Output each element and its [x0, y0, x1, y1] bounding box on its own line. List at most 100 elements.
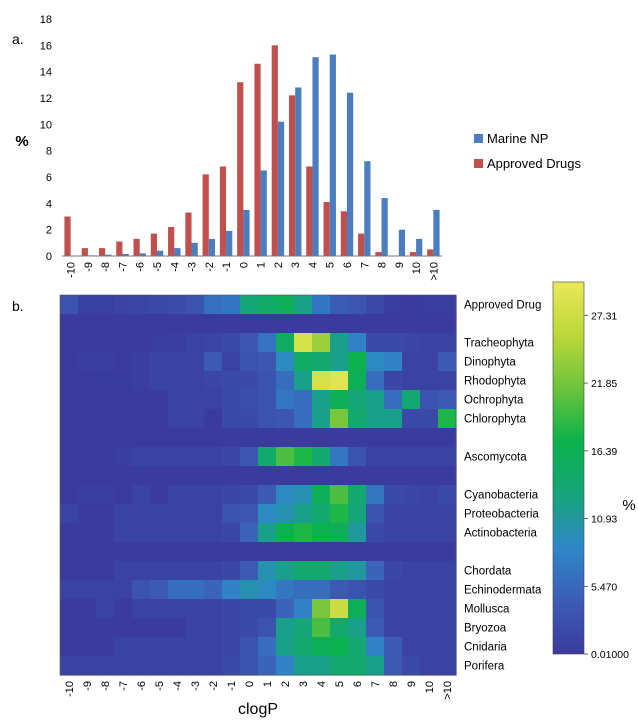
heatmap-cell [420, 295, 439, 315]
heatmap-cell [312, 352, 331, 372]
heatmap-cell [96, 523, 115, 543]
colorbar-label: % [622, 497, 635, 514]
heatmap-cell [60, 504, 79, 524]
heatmap-x-tick-label: -6 [136, 681, 148, 691]
heatmap-cell [348, 542, 367, 562]
heatmap-x-tick-label: 1 [262, 681, 274, 687]
bar-approved-drugs-m1 [219, 166, 227, 256]
heatmap-cell [402, 561, 421, 581]
heatmap-cell [348, 428, 367, 448]
bar-approved-drugs-5 [323, 202, 330, 256]
heatmap-cell [294, 599, 313, 619]
heatmap-cell [222, 466, 241, 486]
heatmap-cell [78, 390, 97, 410]
heatmap-cell [276, 599, 295, 619]
heatmap-cell [330, 371, 349, 391]
bar-y-ticks: 0 2 4 6 8 10 12 14 16 18 [40, 14, 52, 263]
bar-approved-drugs-4 [306, 166, 313, 256]
heatmap-cell [96, 466, 115, 486]
bar-x-tick-label: 8 [377, 262, 389, 268]
heatmap-cell [168, 333, 187, 353]
heatmap-cell [222, 637, 241, 657]
heatmap-cell [258, 580, 277, 600]
bar-x-tick-label: 3 [290, 262, 302, 268]
heatmap-cell [132, 409, 151, 429]
heatmap-frame [59, 294, 457, 676]
bar-y-tick-label: 14 [40, 67, 52, 79]
heatmap-cell [402, 314, 421, 334]
colorbar-tick-label: 27.31 [591, 310, 617, 322]
heatmap-cell [114, 333, 133, 353]
heatmap-cell [186, 466, 205, 486]
heatmap-cell [384, 390, 403, 410]
heatmap-cell [294, 352, 313, 372]
heatmap-cell [294, 390, 313, 410]
heatmap-cell [114, 523, 133, 543]
heatmap-cell [150, 371, 169, 391]
heatmap-cell [276, 390, 295, 410]
heatmap-cell [150, 428, 169, 448]
colorbar-tick-label: 21.85 [591, 378, 617, 390]
heatmap-cell [78, 447, 97, 467]
bar-approved-drugs-m3 [185, 212, 192, 256]
heatmap-cell [402, 504, 421, 524]
heatmap-cell [222, 580, 241, 600]
heatmap-x-tick-label: -7 [118, 681, 130, 691]
heatmap-cell [132, 428, 151, 448]
heatmap-cell [294, 314, 313, 334]
heatmap-cell [222, 523, 241, 543]
heatmap-cell [384, 561, 403, 581]
bar-marine-np-m3 [191, 242, 198, 256]
bar-marine-np-m8 [105, 254, 112, 256]
heatmap-cell [294, 333, 313, 353]
heatmap-cell [78, 409, 97, 429]
heatmap-cell [150, 314, 169, 334]
heatmap-cell [258, 333, 277, 353]
bar-marine-np-9 [398, 229, 406, 256]
heatmap-cell [60, 390, 79, 410]
heatmap-row-label-bryozoa: Bryozoa [464, 623, 507, 635]
heatmap-cell [78, 295, 97, 315]
heatmap-cell [312, 618, 331, 638]
heatmap-cell [294, 542, 313, 562]
heatmap-cell [186, 428, 205, 448]
heatmap-cell [276, 371, 295, 391]
heatmap-cell [366, 580, 385, 600]
heatmap-cell [240, 447, 259, 467]
heatmap-cell [384, 295, 403, 315]
heatmap-cell [258, 656, 277, 676]
heatmap-cell [348, 371, 367, 391]
heatmap-cell [150, 352, 169, 372]
heatmap-cell [348, 523, 367, 543]
heatmap-cell [78, 580, 97, 600]
heatmap-cell [60, 466, 79, 486]
heatmap-cell [258, 314, 277, 334]
heatmap-cell [240, 428, 259, 448]
heatmap-cell [96, 599, 115, 619]
heatmap-cell [150, 561, 169, 581]
bar-x-tick-label: -7 [117, 262, 129, 272]
heatmap-cell [366, 466, 385, 486]
heatmap-cell [438, 637, 457, 657]
heatmap-cell [402, 542, 421, 562]
heatmap-x-tick-label: 8 [388, 681, 400, 687]
heatmap-cell [402, 428, 421, 448]
heatmap-cell [384, 447, 403, 467]
heatmap-cell [150, 618, 169, 638]
heatmap-cell [150, 409, 169, 429]
heatmap-cell [384, 504, 403, 524]
heatmap-cell [60, 409, 79, 429]
heatmap-cell [96, 333, 115, 353]
heatmap-cell [222, 561, 241, 581]
heatmap-cell [312, 390, 331, 410]
bar-approved-drugs-m6 [133, 238, 140, 256]
heatmap-cell [240, 542, 259, 562]
heatmap-cell [114, 485, 133, 505]
heatmap-cell [420, 428, 439, 448]
heatmap-cell [276, 656, 295, 676]
heatmap-cell [132, 371, 151, 391]
heatmap-cell [114, 618, 133, 638]
heatmap-cell [294, 485, 313, 505]
heatmap-cell [330, 580, 349, 600]
heatmap-cell [384, 542, 403, 562]
